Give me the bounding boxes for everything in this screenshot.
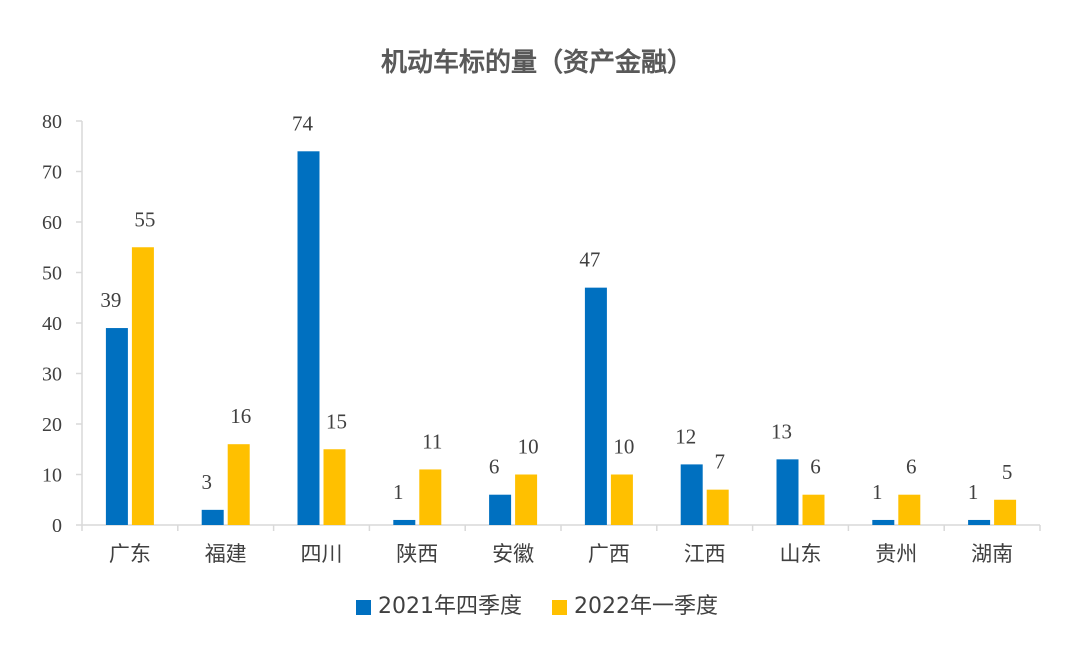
data-label: 47 (579, 248, 600, 272)
y-tick-label: 50 (42, 263, 62, 285)
bar-series-2 (131, 247, 154, 525)
data-label: 11 (422, 429, 442, 453)
data-label: 74 (292, 111, 314, 135)
bar-series-1 (776, 459, 799, 525)
x-tick-label: 安徽 (492, 542, 534, 566)
bar-series-2 (802, 494, 825, 525)
y-tick-label: 80 (42, 111, 62, 133)
bar-series-2 (419, 469, 442, 525)
bar-series-1 (393, 519, 416, 525)
legend: 2021年四季度 2022年一季度 (356, 594, 718, 619)
x-tick-label: 贵州 (875, 542, 917, 566)
data-label: 12 (675, 424, 696, 448)
x-tick-label: 陕西 (396, 542, 438, 566)
y-tick-label: 20 (42, 414, 62, 436)
bar-series-2 (227, 444, 250, 525)
y-tick-label: 30 (42, 364, 62, 386)
y-tick-label: 40 (42, 313, 62, 335)
bar-series-1 (105, 328, 128, 525)
x-tick-label: 广西 (588, 542, 630, 566)
y-tick-label: 60 (42, 212, 62, 234)
x-tick-label: 福建 (205, 542, 247, 566)
y-tick-label: 70 (42, 162, 62, 184)
x-tick-label: 山东 (780, 542, 822, 566)
data-label: 5 (1002, 460, 1013, 484)
axes: 0 10 20 30 40 50 60 70 80 广东 福建 四川 陕西 安徽 广西 江西 山东 贵州 湖南 (42, 111, 1041, 566)
data-label: 1 (872, 480, 883, 504)
bar-series-2 (706, 489, 729, 525)
data-label: 10 (613, 435, 634, 459)
x-tick-label: 四川 (301, 542, 343, 566)
data-label: 6 (906, 455, 917, 479)
legend-label: 2022年一季度 (574, 594, 718, 619)
data-label: 15 (326, 409, 347, 433)
x-tick-label: 广东 (109, 542, 151, 566)
bar-series-2 (323, 449, 346, 525)
legend-label: 2021年四季度 (378, 594, 522, 619)
data-label: 55 (134, 207, 155, 231)
bar-series-1 (201, 509, 224, 525)
bars (105, 151, 1017, 526)
bar-series-1 (297, 151, 320, 526)
bar-series-2 (898, 494, 921, 525)
bar-series-1 (968, 519, 991, 525)
data-label: 6 (810, 455, 821, 479)
data-label: 16 (230, 404, 251, 428)
data-label: 3 (201, 470, 212, 494)
x-tick-label: 湖南 (971, 542, 1013, 566)
bar-series-1 (584, 287, 607, 525)
data-label: 1 (968, 480, 979, 504)
data-label: 39 (100, 288, 121, 312)
legend-swatch (356, 600, 371, 615)
bar-series-1 (489, 494, 512, 525)
bar-series-2 (610, 474, 633, 525)
chart-title: 机动车标的量（资产金融） (381, 47, 693, 78)
data-label: 7 (714, 450, 725, 474)
data-label: 1 (393, 480, 404, 504)
legend-swatch (552, 600, 567, 615)
x-tick-label: 江西 (684, 542, 726, 566)
bar-series-1 (872, 519, 895, 525)
data-label: 10 (518, 435, 539, 459)
data-label: 6 (489, 455, 500, 479)
bar-series-2 (515, 474, 538, 525)
y-tick-label: 0 (52, 515, 62, 537)
bar-series-2 (994, 499, 1017, 525)
y-tick-label: 10 (42, 465, 62, 487)
data-label: 13 (771, 419, 792, 443)
bar-series-1 (680, 464, 703, 525)
